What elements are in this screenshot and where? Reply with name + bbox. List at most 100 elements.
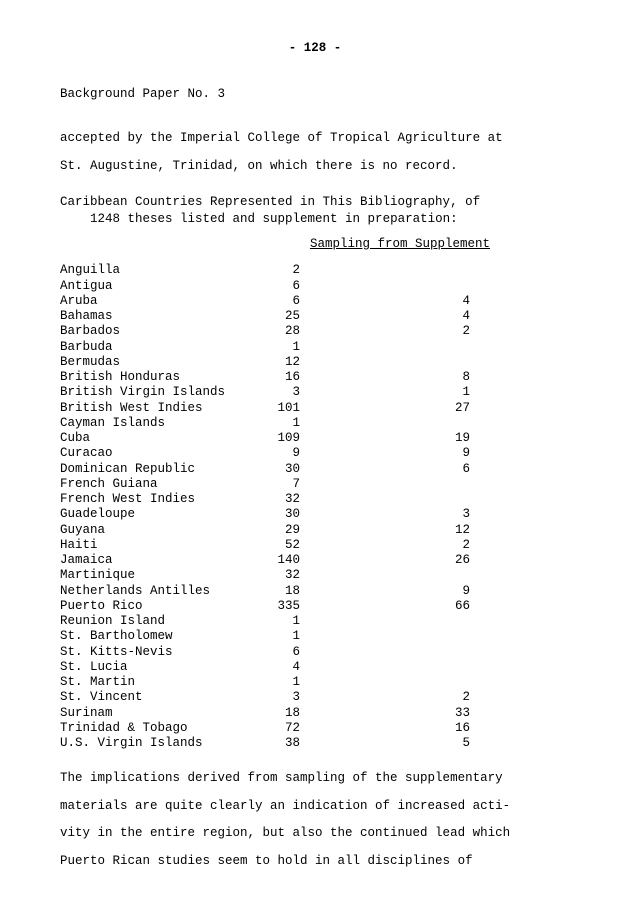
country-name: Aruba [60, 294, 250, 309]
theses-count: 1 [250, 629, 300, 644]
country-table: Anguilla2Antigua6Aruba64Bahamas254Barbad… [60, 263, 570, 751]
intro-l2: 1248 theses listed and supplement in pre… [90, 212, 458, 226]
theses-count: 32 [250, 492, 300, 507]
theses-count: 18 [250, 706, 300, 721]
theses-count: 1 [250, 340, 300, 355]
theses-count: 3 [250, 385, 300, 400]
theses-count: 2 [250, 263, 300, 278]
supplement-count [300, 263, 470, 278]
supplement-count: 16 [300, 721, 470, 736]
country-name: French Guiana [60, 477, 250, 492]
table-intro: Caribbean Countries Represented in This … [60, 194, 570, 228]
supplement-count [300, 614, 470, 629]
country-name: Reunion Island [60, 614, 250, 629]
country-name: St. Vincent [60, 690, 250, 705]
theses-count: 7 [250, 477, 300, 492]
table-row: Bahamas254 [60, 309, 570, 324]
table-row: British Virgin Islands31 [60, 385, 570, 400]
opening-line-1: accepted by the Imperial College of Trop… [60, 131, 503, 145]
supplement-count: 19 [300, 431, 470, 446]
table-row: St. Lucia4 [60, 660, 570, 675]
table-row: U.S. Virgin Islands385 [60, 736, 570, 751]
country-name: Surinam [60, 706, 250, 721]
country-name: Trinidad & Tobago [60, 721, 250, 736]
supplement-count: 27 [300, 401, 470, 416]
table-row: Puerto Rico33566 [60, 599, 570, 614]
table-row: Bermudas12 [60, 355, 570, 370]
supplement-count: 2 [300, 538, 470, 553]
supplement-count [300, 340, 470, 355]
theses-count: 16 [250, 370, 300, 385]
table-row: British West Indies10127 [60, 401, 570, 416]
theses-count: 30 [250, 507, 300, 522]
table-row: Barbados282 [60, 324, 570, 339]
table-row: Antigua6 [60, 279, 570, 294]
theses-count: 9 [250, 446, 300, 461]
supplement-count [300, 675, 470, 690]
supplement-count: 2 [300, 690, 470, 705]
opening-paragraph: accepted by the Imperial College of Trop… [60, 125, 570, 180]
supplement-count: 12 [300, 523, 470, 538]
closing-l1: The implications derived from sampling o… [60, 771, 503, 785]
table-row: Cayman Islands1 [60, 416, 570, 431]
supplement-count [300, 568, 470, 583]
table-row: Anguilla2 [60, 263, 570, 278]
theses-count: 101 [250, 401, 300, 416]
supplement-count: 3 [300, 507, 470, 522]
country-name: Puerto Rico [60, 599, 250, 614]
supplement-count [300, 645, 470, 660]
country-name: Bermudas [60, 355, 250, 370]
country-name: Anguilla [60, 263, 250, 278]
table-row: Netherlands Antilles189 [60, 584, 570, 599]
theses-count: 1 [250, 614, 300, 629]
table-row: Barbuda1 [60, 340, 570, 355]
theses-count: 6 [250, 279, 300, 294]
country-name: Barbados [60, 324, 250, 339]
theses-count: 335 [250, 599, 300, 614]
page-number: - 128 - [60, 40, 570, 58]
supplement-count: 1 [300, 385, 470, 400]
country-name: Guadeloupe [60, 507, 250, 522]
table-row: St. Martin1 [60, 675, 570, 690]
theses-count: 140 [250, 553, 300, 568]
theses-count: 32 [250, 568, 300, 583]
theses-count: 109 [250, 431, 300, 446]
closing-l3: vity in the entire region, but also the … [60, 826, 510, 840]
theses-count: 38 [250, 736, 300, 751]
country-name: British West Indies [60, 401, 250, 416]
table-row: Guadeloupe303 [60, 507, 570, 522]
supplement-count: 4 [300, 294, 470, 309]
supplement-count [300, 477, 470, 492]
table-row: Martinique32 [60, 568, 570, 583]
country-name: Netherlands Antilles [60, 584, 250, 599]
supplement-header: Sampling from Supplement [60, 236, 570, 254]
country-name: Curacao [60, 446, 250, 461]
table-row: Haiti522 [60, 538, 570, 553]
supplement-count [300, 416, 470, 431]
table-row: Reunion Island1 [60, 614, 570, 629]
country-name: Guyana [60, 523, 250, 538]
supplement-count: 8 [300, 370, 470, 385]
supplement-count: 9 [300, 446, 470, 461]
theses-count: 72 [250, 721, 300, 736]
theses-count: 1 [250, 675, 300, 690]
supplement-count: 4 [300, 309, 470, 324]
theses-count: 25 [250, 309, 300, 324]
supplement-count [300, 660, 470, 675]
country-name: Martinique [60, 568, 250, 583]
table-row: Guyana2912 [60, 523, 570, 538]
country-name: British Virgin Islands [60, 385, 250, 400]
theses-count: 29 [250, 523, 300, 538]
country-name: Antigua [60, 279, 250, 294]
supplement-count: 6 [300, 462, 470, 477]
supplement-count [300, 355, 470, 370]
closing-paragraph: The implications derived from sampling o… [60, 765, 570, 875]
country-name: Dominican Republic [60, 462, 250, 477]
theses-count: 1 [250, 416, 300, 431]
theses-count: 28 [250, 324, 300, 339]
country-name: St. Bartholomew [60, 629, 250, 644]
supplement-count: 26 [300, 553, 470, 568]
supplement-count [300, 492, 470, 507]
closing-l2: materials are quite clearly an indicatio… [60, 799, 510, 813]
theses-count: 4 [250, 660, 300, 675]
